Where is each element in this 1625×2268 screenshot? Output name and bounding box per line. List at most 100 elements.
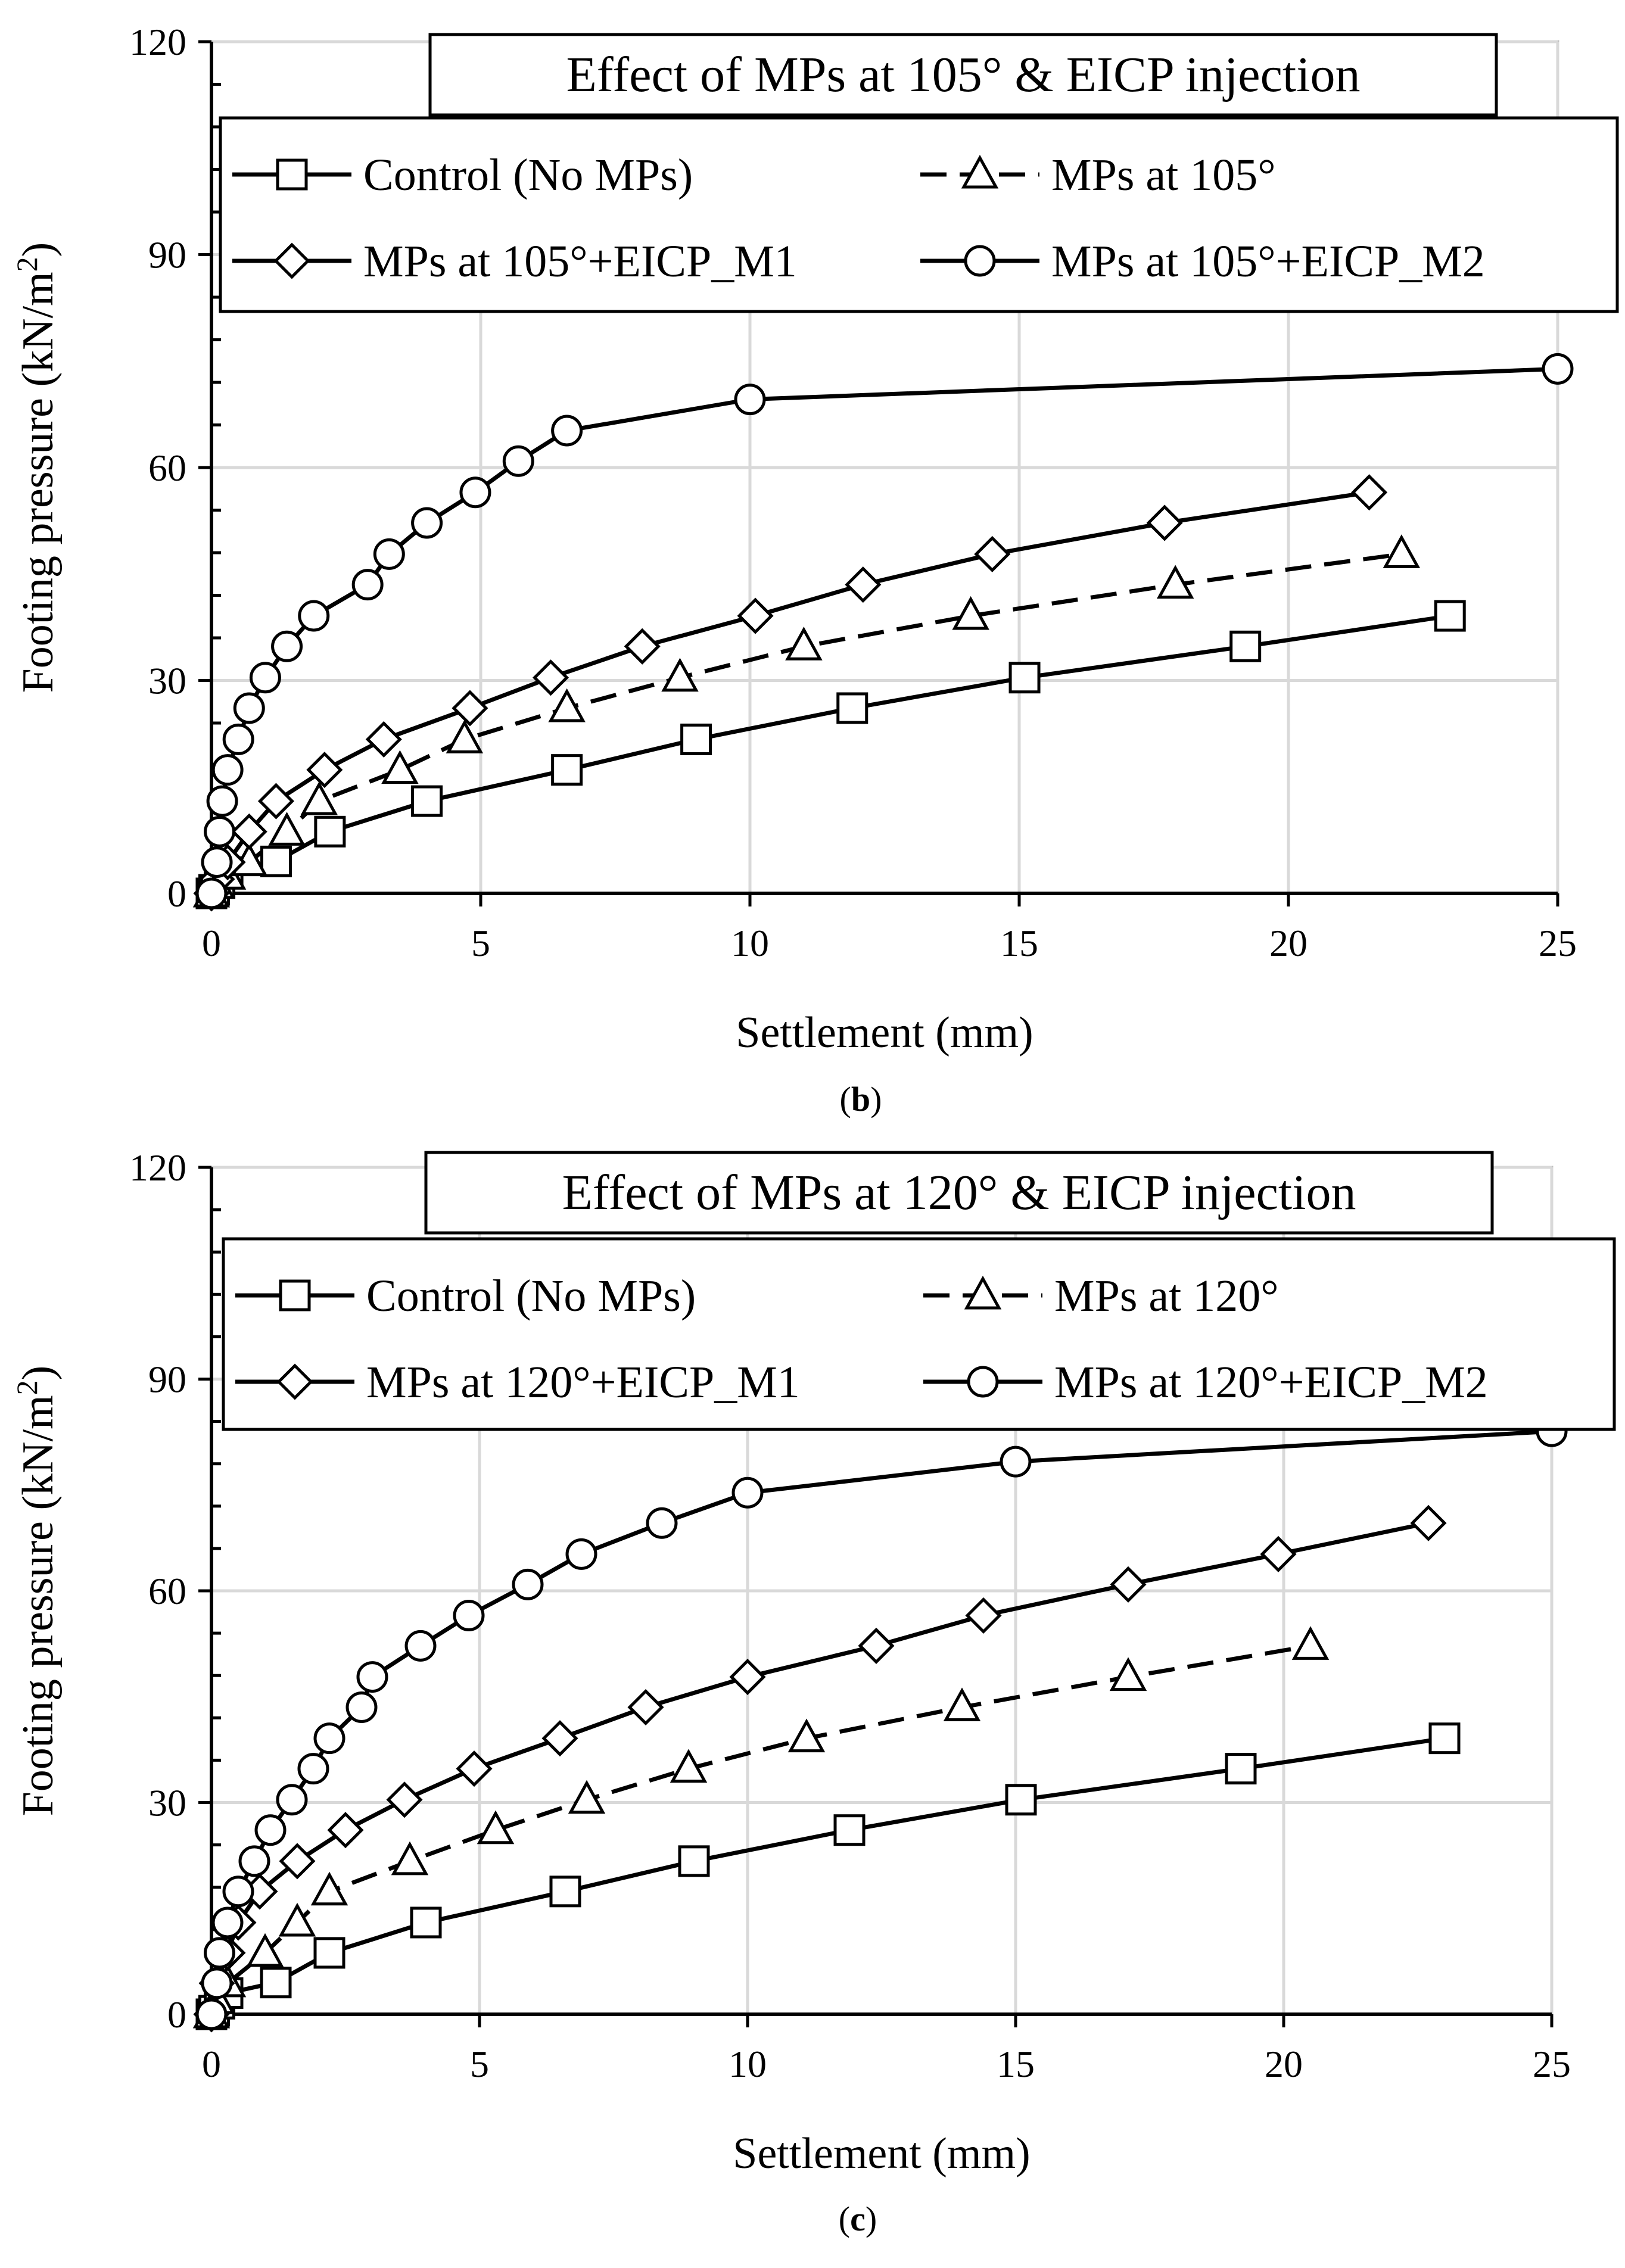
data-point-triangle <box>300 781 338 815</box>
x-tick-label: 10 <box>729 2043 767 2085</box>
data-point-triangle <box>278 1902 316 1937</box>
data-point-square <box>410 1906 442 1939</box>
data-point-diamond <box>845 566 882 603</box>
data-point-circle <box>222 1876 254 1908</box>
data-point-triangle <box>785 627 823 661</box>
data-point-circle <box>297 1753 329 1785</box>
data-point-circle <box>512 1568 544 1600</box>
legend-marker-square <box>276 158 308 191</box>
x-tick-label: 15 <box>1000 922 1038 964</box>
data-point-circle <box>211 754 244 786</box>
series-line-square <box>210 613 1450 895</box>
data-point-diamond <box>1410 1504 1447 1541</box>
data-point-diamond <box>1351 474 1388 511</box>
y-axis-label-superscript: 2 <box>10 1380 43 1395</box>
legend-label: Control (No MPs) <box>366 1271 696 1321</box>
data-point-square <box>1225 1753 1257 1785</box>
x-tick-label: 0 <box>202 2043 221 2085</box>
data-point-diamond <box>1110 1566 1147 1603</box>
data-point-triangle <box>943 1687 981 1722</box>
data-point-square <box>833 1814 866 1846</box>
data-point-square <box>551 754 583 786</box>
x-axis-label: Settlement (mm) <box>736 1008 1033 1057</box>
legend-item-3: MPs at 105°+EICP_M2 <box>920 236 1485 286</box>
data-point-diamond <box>386 1781 423 1818</box>
series-3 <box>195 353 1574 909</box>
data-point-circle <box>373 538 405 570</box>
legend-label: MPs at 120°+EICP_M2 <box>1054 1357 1488 1407</box>
data-point-circle <box>211 1906 244 1939</box>
legend-label: Control (No MPs) <box>363 150 693 200</box>
y-tick-label: 30 <box>148 660 186 702</box>
series-line-square <box>210 1736 1445 2016</box>
data-point-diamond <box>306 752 343 789</box>
data-point-circle <box>204 815 236 848</box>
panel-caption-close: ) <box>870 1080 882 1119</box>
series-line-triangle <box>210 552 1402 895</box>
data-point-triangle <box>246 1933 284 1967</box>
data-point-diamond <box>541 1720 578 1757</box>
data-point-triangle <box>477 1810 515 1845</box>
data-point-diamond <box>1260 1535 1297 1572</box>
data-point-diamond <box>365 721 402 758</box>
data-point-circle <box>201 1967 233 1999</box>
data-point-circle <box>206 785 238 817</box>
x-tick-label: 5 <box>470 2043 489 2085</box>
data-point-diamond <box>858 1627 895 1664</box>
legend-label: MPs at 105°+EICP_M1 <box>363 236 797 286</box>
data-point-square <box>1434 600 1466 632</box>
data-point-circle <box>565 1538 597 1570</box>
legend-marker-triangle <box>961 154 999 189</box>
legend-item-0: Control (No MPs) <box>232 150 693 200</box>
chart-title: Effect of MPs at 120° & EICP injection <box>562 1165 1356 1220</box>
data-point-square <box>680 723 712 755</box>
x-tick-label: 0 <box>202 922 221 964</box>
legend-label: MPs at 105° <box>1051 150 1276 200</box>
legend-label: MPs at 105°+EICP_M2 <box>1051 236 1485 286</box>
data-point-circle <box>249 662 281 694</box>
panel-caption-letter: b <box>851 1080 870 1119</box>
data-point-circle <box>204 1937 235 1969</box>
panel-caption-letter: c <box>850 2200 866 2238</box>
x-tick-label: 25 <box>1539 922 1577 964</box>
data-point-square <box>411 785 443 817</box>
data-point-circle <box>233 692 265 724</box>
data-point-triangle <box>1156 565 1194 599</box>
data-point-circle <box>1000 1445 1032 1478</box>
data-point-triangle <box>381 750 419 784</box>
x-axis-label: Settlement (mm) <box>733 2129 1030 2178</box>
series-0 <box>195 600 1466 909</box>
data-point-diamond <box>627 1688 664 1726</box>
legend-item-2: MPs at 120°+EICP_M1 <box>235 1357 800 1407</box>
legend-box <box>219 116 1619 313</box>
data-point-triangle <box>787 1718 826 1753</box>
y-tick-label: 120 <box>129 21 186 63</box>
chart-panel-c: 0 30 60 90 120 0 5 10 15 20 25 Effect of MPs at 120… <box>10 1147 1616 2238</box>
panel-caption: (c) <box>839 2200 877 2238</box>
data-point-circle <box>238 1845 270 1877</box>
y-axis-label-superscript: 2 <box>10 257 43 272</box>
y-tick-label: 0 <box>167 873 186 915</box>
data-point-circle <box>453 1599 485 1631</box>
panel-caption: (b) <box>840 1080 882 1119</box>
data-point-circle <box>551 415 583 447</box>
data-point-circle <box>201 846 233 878</box>
chart-title-box <box>424 1151 1494 1235</box>
data-point-circle <box>404 1630 437 1662</box>
legend-marker-triangle <box>964 1275 1002 1310</box>
x-tick-label: 25 <box>1533 2043 1571 2085</box>
y-tick-label: 0 <box>167 1993 186 2036</box>
x-tick-label: 15 <box>997 2043 1035 2085</box>
chart-panel-b: 0 30 60 90 120 0 5 10 15 20 25 Effect of MPs at 105… <box>10 21 1619 1119</box>
data-point-circle <box>356 1661 388 1693</box>
data-point-diamond <box>974 535 1011 572</box>
legend-label: MPs at 120° <box>1054 1271 1279 1321</box>
y-axis-label-close: ) <box>14 1366 63 1381</box>
y-tick-label: 120 <box>129 1147 186 1189</box>
y-axis-label-main: Footing pressure (kN/m <box>14 1395 63 1816</box>
data-point-diamond <box>532 659 569 696</box>
series-0 <box>195 1722 1461 2030</box>
series-3 <box>195 1415 1568 2030</box>
data-point-triangle <box>568 1780 606 1814</box>
y-axis-label: Footing pressure (kN/m2) <box>10 1366 63 1817</box>
